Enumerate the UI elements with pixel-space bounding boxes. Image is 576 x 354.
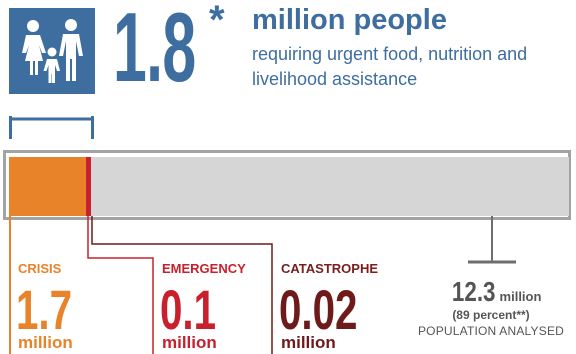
headline-asterisk: * (209, 0, 225, 42)
emergency-unit: million (162, 333, 217, 352)
family-icon (9, 8, 95, 94)
analysed-caption: POPULATION ANALYSED (417, 324, 565, 338)
headline-number: 1.8 (113, 0, 196, 102)
emergency-label: EMERGENCY (162, 261, 246, 276)
catastrophe-connector (91, 216, 273, 354)
bar-segment-emergency (86, 157, 91, 216)
crisis-value: 1.7 (16, 278, 73, 341)
headline-title: million people (252, 4, 447, 36)
emergency-value: 0.1 (160, 278, 217, 341)
phase-connectors (9, 216, 516, 354)
crisis-unit: million (18, 333, 73, 352)
population-analysed: 12.3 million (89 percent**) POPULATION A… (408, 276, 574, 339)
bar-segment-crisis (9, 157, 86, 216)
analysed-percent: (89 percent**) (452, 308, 530, 322)
catastrophe-label: CATASTROPHE (281, 261, 379, 276)
catastrophe-value: 0.02 (279, 278, 358, 341)
icon-bracket (9, 116, 94, 139)
catastrophe-unit: million (281, 333, 336, 352)
headline-subtitle: requiring urgent food, nutrition and liv… (252, 44, 528, 89)
emergency-connector (87, 216, 154, 354)
crisis-label: CRISIS (18, 261, 62, 276)
analysed-value: 12.3 (451, 276, 496, 307)
analysed-unit: million (499, 289, 542, 304)
population-bar-track (9, 157, 569, 216)
